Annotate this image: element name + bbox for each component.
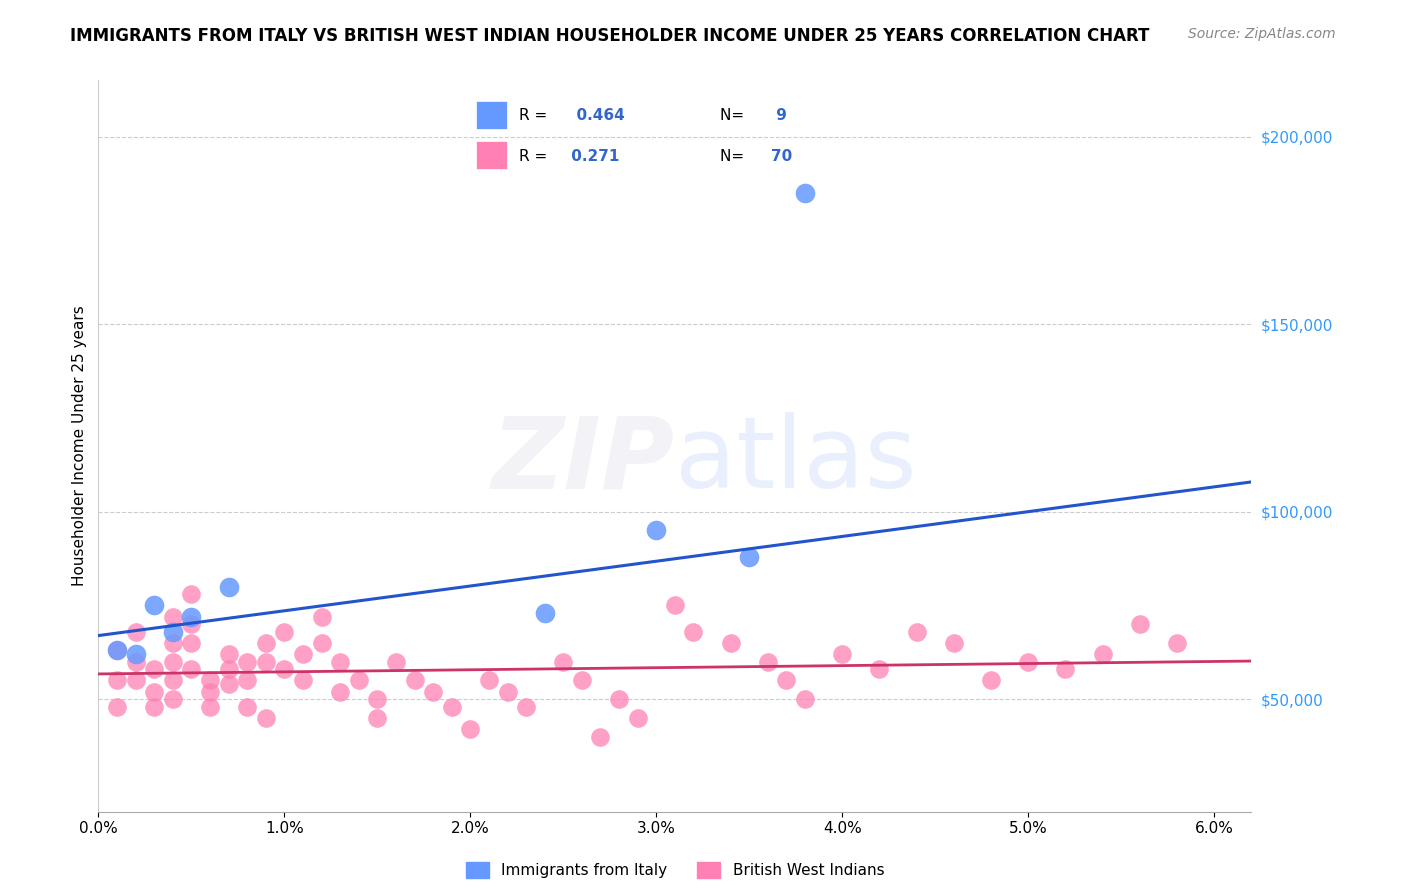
Point: [254, 655, 277, 669]
Point: [143, 684, 166, 698]
Point: [385, 655, 408, 669]
Point: [291, 647, 314, 661]
Point: [180, 636, 202, 650]
Point: [124, 624, 146, 639]
Point: [682, 624, 704, 639]
Point: [143, 662, 166, 676]
Point: [311, 636, 333, 650]
Text: N=: N=: [720, 149, 749, 163]
Point: [460, 722, 482, 736]
Point: [180, 587, 202, 601]
Point: [236, 655, 259, 669]
Point: [1017, 655, 1039, 669]
Point: [162, 636, 184, 650]
Point: [589, 730, 612, 744]
Point: [105, 673, 128, 688]
Point: [180, 609, 202, 624]
Point: [198, 673, 221, 688]
Text: N=: N=: [720, 109, 749, 123]
Text: Source: ZipAtlas.com: Source: ZipAtlas.com: [1188, 27, 1336, 41]
Point: [105, 643, 128, 657]
Point: [478, 673, 501, 688]
Point: [868, 662, 890, 676]
Point: [162, 673, 184, 688]
Point: [124, 655, 146, 669]
Point: [105, 699, 128, 714]
Point: [236, 673, 259, 688]
Y-axis label: Householder Income Under 25 years: Householder Income Under 25 years: [72, 306, 87, 586]
Point: [236, 699, 259, 714]
Text: atlas: atlas: [675, 412, 917, 509]
Point: [162, 624, 184, 639]
Point: [553, 655, 575, 669]
Point: [533, 606, 555, 620]
Point: [329, 684, 352, 698]
Point: [738, 549, 761, 564]
Point: [143, 599, 166, 613]
Point: [645, 524, 668, 538]
Text: ZIP: ZIP: [492, 412, 675, 509]
Point: [198, 684, 221, 698]
Point: [942, 636, 965, 650]
Point: [218, 677, 240, 691]
Point: [1129, 617, 1152, 632]
Point: [180, 662, 202, 676]
Point: [664, 599, 686, 613]
Point: [180, 617, 202, 632]
Point: [831, 647, 853, 661]
Text: IMMIGRANTS FROM ITALY VS BRITISH WEST INDIAN HOUSEHOLDER INCOME UNDER 25 YEARS C: IMMIGRANTS FROM ITALY VS BRITISH WEST IN…: [70, 27, 1150, 45]
Text: 0.271: 0.271: [567, 149, 620, 163]
Point: [124, 673, 146, 688]
Point: [571, 673, 593, 688]
Point: [607, 692, 630, 706]
Point: [218, 580, 240, 594]
Point: [720, 636, 742, 650]
Text: R =: R =: [519, 109, 553, 123]
Point: [496, 684, 519, 698]
Point: [980, 673, 1002, 688]
Point: [627, 711, 650, 725]
Point: [162, 655, 184, 669]
Point: [1166, 636, 1188, 650]
Point: [1054, 662, 1077, 676]
Point: [198, 699, 221, 714]
Point: [162, 692, 184, 706]
Point: [105, 643, 128, 657]
Point: [422, 684, 444, 698]
Point: [254, 711, 277, 725]
Point: [905, 624, 928, 639]
Point: [756, 655, 779, 669]
Point: [329, 655, 352, 669]
Point: [273, 662, 295, 676]
Point: [124, 647, 146, 661]
Point: [440, 699, 463, 714]
Point: [311, 609, 333, 624]
Text: 9: 9: [770, 109, 787, 123]
Text: 70: 70: [770, 149, 793, 163]
Point: [291, 673, 314, 688]
Point: [254, 636, 277, 650]
Point: [347, 673, 370, 688]
FancyBboxPatch shape: [475, 141, 508, 169]
Point: [143, 699, 166, 714]
Legend: Immigrants from Italy, British West Indians: Immigrants from Italy, British West Indi…: [460, 856, 890, 885]
Point: [218, 647, 240, 661]
Point: [775, 673, 797, 688]
Point: [366, 692, 388, 706]
Point: [273, 624, 295, 639]
Text: R =: R =: [519, 149, 557, 163]
Text: 0.464: 0.464: [567, 109, 626, 123]
Point: [794, 186, 817, 200]
Point: [404, 673, 426, 688]
Point: [366, 711, 388, 725]
FancyBboxPatch shape: [475, 101, 508, 129]
Point: [794, 692, 817, 706]
Point: [162, 609, 184, 624]
Point: [218, 662, 240, 676]
Point: [1091, 647, 1114, 661]
Point: [515, 699, 537, 714]
